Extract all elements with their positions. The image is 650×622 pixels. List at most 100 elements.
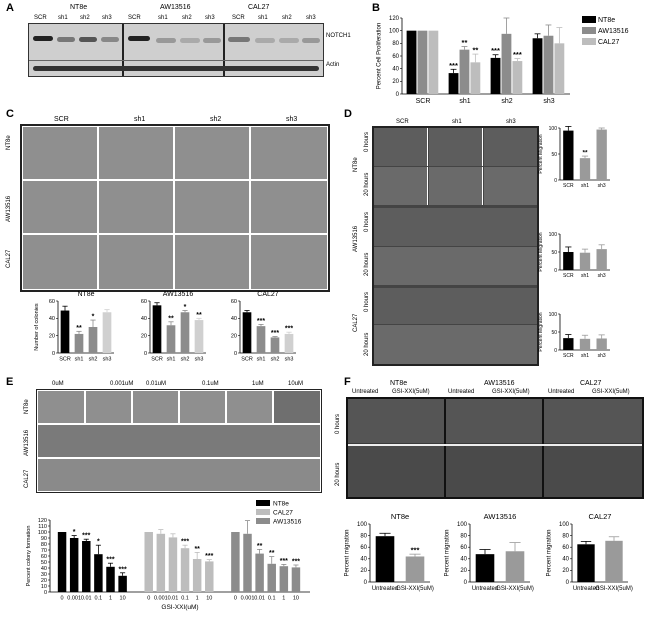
col-label: sh2 — [210, 116, 222, 123]
bar — [596, 338, 607, 350]
row-label: AW13516 — [6, 195, 12, 222]
legend-label: NT8e — [598, 17, 615, 24]
col-label: Untreated — [548, 389, 575, 395]
y-tick-label: 120 — [389, 16, 400, 22]
y-tick-label: 40 — [49, 316, 55, 322]
lane-label: SCR — [128, 15, 141, 21]
y-axis-label: Percent migration — [546, 529, 552, 576]
legend-swatch — [582, 27, 596, 34]
significance-label: * — [73, 529, 76, 536]
y-tick-label: 100 — [457, 522, 468, 528]
significance-label: *** — [449, 61, 458, 70]
x-tick-label: 0.001 — [67, 596, 81, 602]
col-label: sh1 — [452, 119, 462, 125]
significance-label: ** — [472, 46, 478, 55]
y-tick-label: 100 — [549, 312, 558, 318]
bar — [596, 249, 607, 270]
significance-label: *** — [271, 330, 279, 337]
time-label: 20 hours — [364, 172, 370, 196]
x-tick-label: Untreated — [372, 586, 398, 592]
significance-label: * — [92, 314, 95, 321]
col-label: GSI-XXI(5uM) — [392, 389, 430, 395]
col-label: 0.001uM — [110, 381, 134, 387]
col-label: 0.01uM — [146, 381, 167, 387]
significance-label: ** — [196, 312, 202, 319]
bar — [475, 554, 495, 582]
time-label: 0 hours — [364, 291, 370, 312]
gsi-migration-grid — [346, 397, 644, 499]
x-tick-label: 0.1 — [95, 596, 103, 602]
bar — [242, 312, 252, 353]
lane-label: sh2 — [282, 15, 292, 21]
y-axis-label: Percent Cell Proliferation — [376, 23, 382, 89]
significance-label: ** — [269, 550, 275, 557]
x-tick-label: SCR — [59, 357, 71, 363]
lane-label: sh1 — [58, 15, 68, 21]
bar — [243, 533, 252, 592]
x-tick-label: SCR — [563, 273, 574, 279]
y-tick-label: 40 — [460, 557, 467, 563]
cell-line-label: CAL27 — [580, 380, 602, 387]
bar — [577, 544, 595, 582]
significance-label: *** — [513, 50, 522, 59]
y-tick-label: 110 — [38, 524, 47, 530]
col-label: SCR — [396, 119, 409, 125]
y-tick-label: 30 — [41, 572, 47, 578]
panel-letter-e: E — [6, 376, 14, 388]
y-tick-label: 0 — [566, 580, 570, 586]
bar — [180, 312, 190, 353]
bar — [192, 559, 202, 592]
x-tick-label: sh1 — [581, 353, 589, 359]
y-tick-label: 20 — [460, 568, 467, 574]
notch1-band — [255, 38, 275, 43]
y-axis-label: Percent colony formation — [26, 526, 32, 587]
x-tick-label: SCR — [416, 98, 431, 105]
panel-letter-f: F — [344, 376, 351, 388]
significance-label: *** — [280, 558, 288, 565]
bar — [270, 337, 280, 353]
y-tick-label: 100 — [38, 530, 47, 536]
y-tick-label: 90 — [41, 536, 47, 542]
y-tick-label: 80 — [460, 533, 467, 539]
row-label: AW13516 — [24, 429, 30, 456]
y-tick-label: 60 — [460, 545, 467, 551]
legend-label: NT8e — [273, 501, 289, 508]
notch1-band — [180, 38, 200, 43]
significance-label: ** — [194, 546, 200, 553]
lane-label: sh3 — [306, 15, 316, 21]
chart-title: AW13516 — [163, 291, 194, 298]
y-tick-label: 0 — [234, 351, 237, 357]
bar — [596, 129, 607, 180]
bar — [284, 333, 294, 353]
x-tick-label: sh1 — [167, 357, 176, 363]
y-tick-label: 100 — [549, 126, 558, 132]
y-tick-label: 80 — [360, 533, 367, 539]
col-label: 0uM — [52, 381, 64, 387]
notch1-band — [156, 38, 176, 43]
y-tick-label: 120 — [38, 518, 47, 524]
bar — [428, 30, 439, 95]
y-tick-label: 60 — [360, 545, 367, 551]
legend-swatch — [582, 16, 596, 23]
x-tick-label: SCR — [563, 353, 574, 359]
x-tick-label: sh3 — [598, 353, 606, 359]
x-tick-label: sh1 — [581, 183, 589, 189]
x-tick-label: sh1 — [581, 273, 589, 279]
y-tick-label: 20 — [49, 333, 55, 339]
bar — [405, 556, 425, 582]
bar — [69, 538, 79, 592]
bar — [267, 563, 276, 592]
bar — [144, 532, 153, 592]
y-tick-label: 40 — [562, 557, 569, 563]
bar — [156, 533, 166, 592]
panel-letter-d: D — [344, 108, 352, 120]
x-tick-label: sh3 — [103, 357, 112, 363]
x-tick-label: SCR — [151, 357, 163, 363]
x-tick-label: sh3 — [598, 183, 606, 189]
y-tick-label: 80 — [41, 542, 47, 548]
bar — [166, 325, 176, 353]
x-tick-label: 10 — [120, 596, 126, 602]
y-axis-label: Percent migration — [444, 529, 450, 576]
significance-label: *** — [491, 46, 500, 55]
